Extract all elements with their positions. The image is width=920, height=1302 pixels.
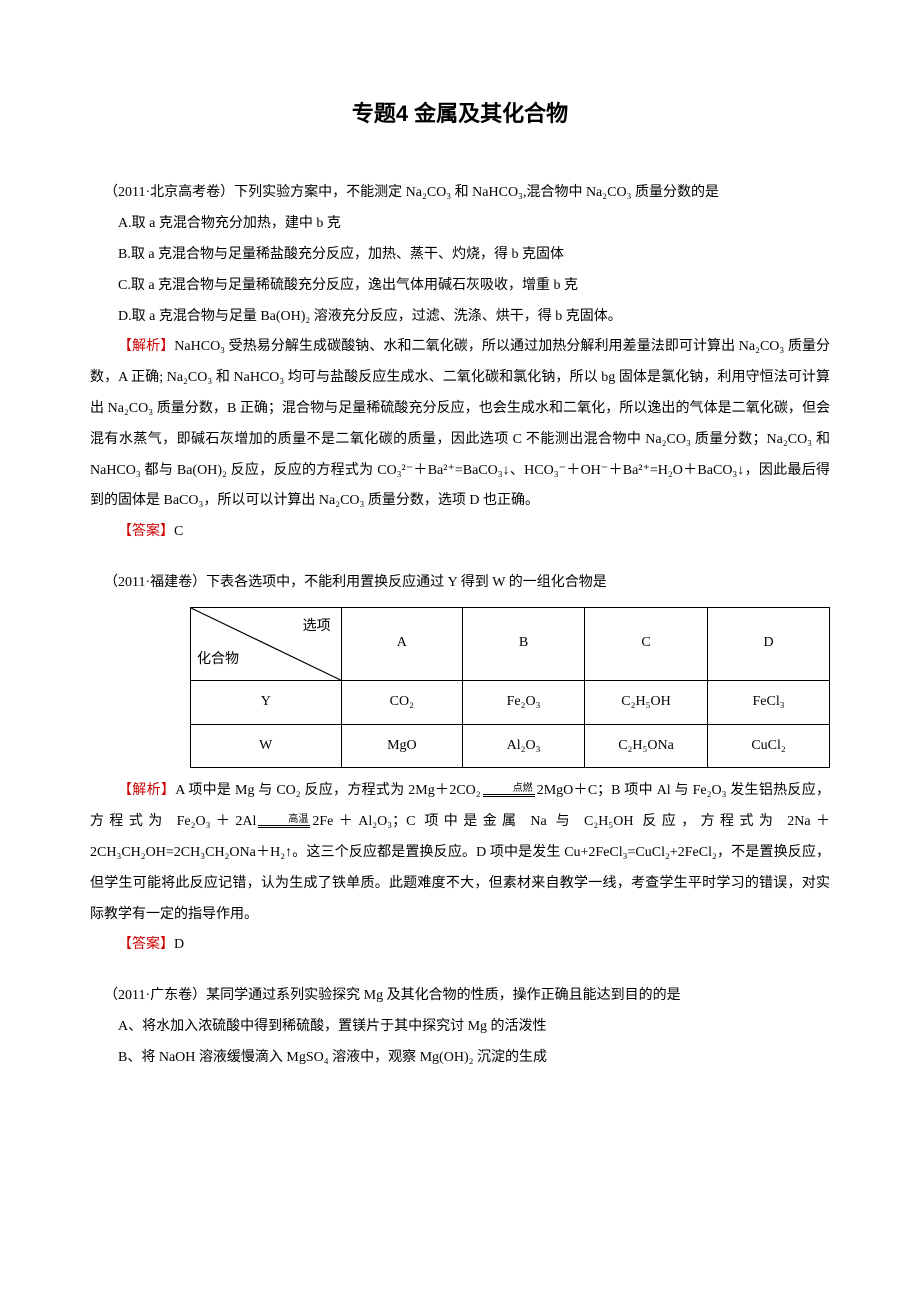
table-cell: C₂H₅ONa (584, 724, 707, 768)
q1-option-d: D.取 a 克混合物与足量 Ba(OH)₂ 溶液充分反应，过滤、洗涤、烘干，得 … (90, 302, 830, 333)
q1-option-c: C.取 a 克混合物与足量稀硫酸充分反应，逸出气体用碱石灰吸收，增重 b 克 (90, 271, 830, 302)
table-row: 选项 化合物 A B C D (191, 607, 830, 680)
col-header: B (463, 607, 585, 680)
q2-stem: （2011·福建卷）下表各选项中，不能利用置换反应通过 Y 得到 W 的一组化合… (90, 568, 830, 599)
q1-option-b: B.取 a 克混合物与足量稀盐酸充分反应，加热、蒸干、灼烧，得 b 克固体 (90, 240, 830, 271)
table-cell: C₂H₅OH (584, 680, 707, 724)
col-header: C (584, 607, 707, 680)
answer-text: C (174, 524, 183, 539)
table-row: W MgO Al₂O₃ C₂H₅ONa CuCl₂ (191, 724, 830, 768)
analysis-label: 【解析】 (118, 339, 174, 354)
q1-answer: 【答案】C (90, 517, 830, 548)
row-label: W (191, 724, 342, 768)
table-cell: FeCl₃ (708, 680, 830, 724)
table-cell: Al₂O₃ (463, 724, 585, 768)
q2-answer: 【答案】D (90, 930, 830, 961)
analysis-part3: 2Fe＋Al₂O₃；C 项中是金属 Na 与 C₂H₅OH 反应，方程式为 2N… (90, 814, 830, 921)
q3-stem: （2011·广东卷）某同学通过系列实验探究 Mg 及其化合物的性质，操作正确且能… (90, 981, 830, 1012)
analysis-text: NaHCO₃ 受热易分解生成碳酸钠、水和二氧化碳，所以通过加热分解利用差量法即可… (90, 339, 830, 508)
table-cell: MgO (341, 724, 463, 768)
table-cell: CuCl₂ (708, 724, 830, 768)
condition-text: 高温 (258, 815, 310, 826)
answer-label: 【答案】 (118, 937, 174, 952)
question-3: （2011·广东卷）某同学通过系列实验探究 Mg 及其化合物的性质，操作正确且能… (90, 981, 830, 1073)
analysis-part1: A 项中是 Mg 与 CO₂ 反应，方程式为 2Mg＋2CO₂ (175, 783, 481, 798)
col-header: A (341, 607, 463, 680)
answer-text: D (174, 937, 184, 952)
q2-analysis: 【解析】A 项中是 Mg 与 CO₂ 反应，方程式为 2Mg＋2CO₂点燃2Mg… (90, 776, 830, 930)
table-cell: CO₂ (341, 680, 463, 724)
answer-label: 【答案】 (118, 524, 174, 539)
page-title: 专题4 金属及其化合物 (90, 90, 830, 138)
table-cell: Fe₂O₃ (463, 680, 585, 724)
diag-top-label: 选项 (303, 612, 331, 643)
diag-bottom-label: 化合物 (197, 645, 239, 676)
row-label: Y (191, 680, 342, 724)
q3-option-b: B、将 NaOH 溶液缓慢滴入 MgSO₄ 溶液中，观察 Mg(OH)₂ 沉淀的… (90, 1043, 830, 1074)
q1-option-a: A.取 a 克混合物充分加热，建中 b 克 (90, 209, 830, 240)
col-header: D (708, 607, 830, 680)
reaction-condition: 高温 (258, 815, 310, 829)
reaction-condition: 点燃 (483, 784, 535, 798)
q1-analysis: 【解析】NaHCO₃ 受热易分解生成碳酸钠、水和二氧化碳，所以通过加热分解利用差… (90, 332, 830, 517)
question-1: （2011·北京高考卷）下列实验方案中，不能测定 Na₂CO₃ 和 NaHCO₃… (90, 178, 830, 548)
question-2: （2011·福建卷）下表各选项中，不能利用置换反应通过 Y 得到 W 的一组化合… (90, 568, 830, 961)
q3-option-a: A、将水加入浓硫酸中得到稀硫酸，置镁片于其中探究讨 Mg 的活泼性 (90, 1012, 830, 1043)
q2-table: 选项 化合物 A B C D Y CO₂ Fe₂O₃ C₂H₅OH FeCl₃ … (190, 607, 830, 769)
q1-stem: （2011·北京高考卷）下列实验方案中，不能测定 Na₂CO₃ 和 NaHCO₃… (90, 178, 830, 209)
diagonal-header-cell: 选项 化合物 (191, 607, 342, 680)
condition-text: 点燃 (483, 784, 535, 795)
table-row: Y CO₂ Fe₂O₃ C₂H₅OH FeCl₃ (191, 680, 830, 724)
analysis-label: 【解析】 (118, 783, 175, 798)
